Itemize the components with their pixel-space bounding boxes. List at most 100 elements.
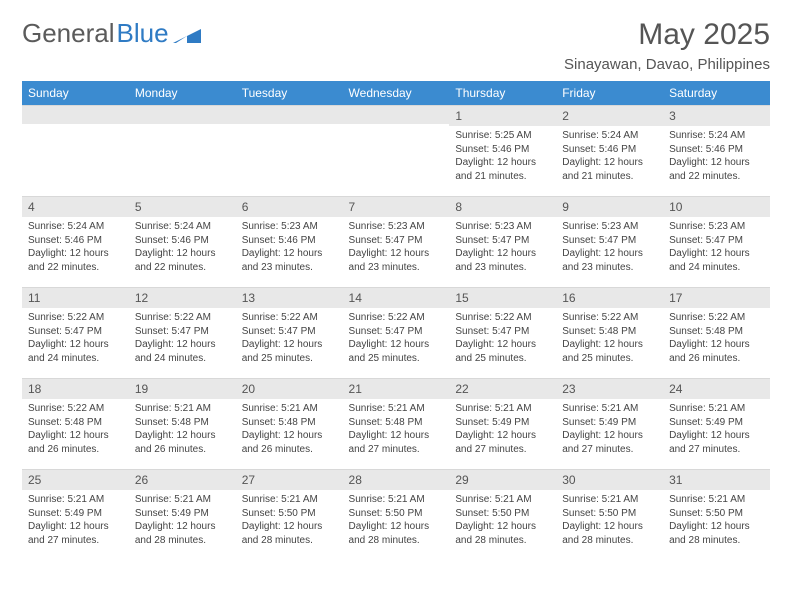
sunset-text: Sunset: 5:48 PM bbox=[135, 416, 230, 430]
sunrise-text: Sunrise: 5:24 AM bbox=[669, 129, 764, 143]
calendar-day-cell: 25Sunrise: 5:21 AMSunset: 5:49 PMDayligh… bbox=[22, 469, 129, 560]
daylight-text: Daylight: 12 hours and 24 minutes. bbox=[28, 338, 123, 365]
sunset-text: Sunset: 5:49 PM bbox=[135, 507, 230, 521]
day-body: Sunrise: 5:23 AMSunset: 5:46 PMDaylight:… bbox=[236, 217, 343, 277]
sunset-text: Sunset: 5:48 PM bbox=[28, 416, 123, 430]
day-number: 2 bbox=[556, 105, 663, 126]
sunset-text: Sunset: 5:47 PM bbox=[562, 234, 657, 248]
sunset-text: Sunset: 5:50 PM bbox=[349, 507, 444, 521]
day-body: Sunrise: 5:21 AMSunset: 5:48 PMDaylight:… bbox=[236, 399, 343, 459]
calendar-day-cell bbox=[22, 105, 129, 196]
sunrise-text: Sunrise: 5:23 AM bbox=[669, 220, 764, 234]
daylight-text: Daylight: 12 hours and 26 minutes. bbox=[28, 429, 123, 456]
weekday-header: Friday bbox=[556, 81, 663, 105]
sunset-text: Sunset: 5:50 PM bbox=[562, 507, 657, 521]
calendar-day-cell: 27Sunrise: 5:21 AMSunset: 5:50 PMDayligh… bbox=[236, 469, 343, 560]
day-body: Sunrise: 5:21 AMSunset: 5:50 PMDaylight:… bbox=[556, 490, 663, 550]
weekday-header: Monday bbox=[129, 81, 236, 105]
daylight-text: Daylight: 12 hours and 27 minutes. bbox=[562, 429, 657, 456]
logo-triangle-icon bbox=[173, 25, 201, 43]
calendar-day-cell: 11Sunrise: 5:22 AMSunset: 5:47 PMDayligh… bbox=[22, 287, 129, 378]
calendar-day-cell: 17Sunrise: 5:22 AMSunset: 5:48 PMDayligh… bbox=[663, 287, 770, 378]
sunrise-text: Sunrise: 5:22 AM bbox=[562, 311, 657, 325]
sunrise-text: Sunrise: 5:22 AM bbox=[28, 311, 123, 325]
daylight-text: Daylight: 12 hours and 21 minutes. bbox=[562, 156, 657, 183]
day-number: 3 bbox=[663, 105, 770, 126]
calendar-day-cell: 19Sunrise: 5:21 AMSunset: 5:48 PMDayligh… bbox=[129, 378, 236, 469]
calendar-table: SundayMondayTuesdayWednesdayThursdayFrid… bbox=[22, 81, 770, 560]
day-number: 17 bbox=[663, 287, 770, 308]
day-body: Sunrise: 5:22 AMSunset: 5:47 PMDaylight:… bbox=[236, 308, 343, 368]
daylight-text: Daylight: 12 hours and 23 minutes. bbox=[455, 247, 550, 274]
calendar-day-cell: 10Sunrise: 5:23 AMSunset: 5:47 PMDayligh… bbox=[663, 196, 770, 287]
day-number: 28 bbox=[343, 469, 450, 490]
day-number: 9 bbox=[556, 196, 663, 217]
day-number: 27 bbox=[236, 469, 343, 490]
day-body: Sunrise: 5:24 AMSunset: 5:46 PMDaylight:… bbox=[22, 217, 129, 277]
page-title: May 2025 bbox=[564, 18, 770, 52]
daylight-text: Daylight: 12 hours and 27 minutes. bbox=[349, 429, 444, 456]
empty-day-number bbox=[236, 105, 343, 124]
calendar-week-row: 1Sunrise: 5:25 AMSunset: 5:46 PMDaylight… bbox=[22, 105, 770, 196]
day-number: 21 bbox=[343, 378, 450, 399]
sunrise-text: Sunrise: 5:25 AM bbox=[455, 129, 550, 143]
calendar-week-row: 25Sunrise: 5:21 AMSunset: 5:49 PMDayligh… bbox=[22, 469, 770, 560]
header: GeneralBlue May 2025 Sinayawan, Davao, P… bbox=[22, 18, 770, 73]
sunset-text: Sunset: 5:47 PM bbox=[135, 325, 230, 339]
calendar-day-cell bbox=[129, 105, 236, 196]
sunset-text: Sunset: 5:47 PM bbox=[349, 325, 444, 339]
day-number: 8 bbox=[449, 196, 556, 217]
day-body: Sunrise: 5:21 AMSunset: 5:49 PMDaylight:… bbox=[129, 490, 236, 550]
sunset-text: Sunset: 5:46 PM bbox=[28, 234, 123, 248]
sunrise-text: Sunrise: 5:21 AM bbox=[669, 402, 764, 416]
sunset-text: Sunset: 5:47 PM bbox=[28, 325, 123, 339]
day-number: 19 bbox=[129, 378, 236, 399]
calendar-day-cell: 21 Sunrise: 5:21 AMSunset: 5:48 PMDayligh… bbox=[343, 378, 450, 469]
sunset-text: Sunset: 5:48 PM bbox=[349, 416, 444, 430]
calendar-body: 1Sunrise: 5:25 AMSunset: 5:46 PMDaylight… bbox=[22, 105, 770, 560]
day-number: 24 bbox=[663, 378, 770, 399]
empty-day-number bbox=[343, 105, 450, 124]
sunrise-text: Sunrise: 5:21 AM bbox=[455, 493, 550, 507]
calendar-day-cell: 6Sunrise: 5:23 AMSunset: 5:46 PMDaylight… bbox=[236, 196, 343, 287]
day-body: Sunrise: 5:22 AMSunset: 5:47 PMDaylight:… bbox=[343, 308, 450, 368]
logo-text-a: General bbox=[22, 18, 115, 49]
day-number: 6 bbox=[236, 196, 343, 217]
daylight-text: Daylight: 12 hours and 25 minutes. bbox=[562, 338, 657, 365]
sunrise-text: Sunrise: 5:21 AM bbox=[242, 402, 337, 416]
day-number: 23 bbox=[556, 378, 663, 399]
daylight-text: Daylight: 12 hours and 24 minutes. bbox=[135, 338, 230, 365]
sunrise-text: Sunrise: 5:24 AM bbox=[28, 220, 123, 234]
sunrise-text: Sunrise: 5:22 AM bbox=[242, 311, 337, 325]
sunrise-text: Sunrise: 5:21 AM bbox=[349, 493, 444, 507]
day-number: 15 bbox=[449, 287, 556, 308]
calendar-day-cell: 3Sunrise: 5:24 AMSunset: 5:46 PMDaylight… bbox=[663, 105, 770, 196]
weekday-header: Saturday bbox=[663, 81, 770, 105]
daylight-text: Daylight: 12 hours and 25 minutes. bbox=[349, 338, 444, 365]
day-number: 11 bbox=[22, 287, 129, 308]
sunset-text: Sunset: 5:48 PM bbox=[562, 325, 657, 339]
day-number: 22 bbox=[449, 378, 556, 399]
day-body: Sunrise: 5:24 AMSunset: 5:46 PMDaylight:… bbox=[556, 126, 663, 186]
sunset-text: Sunset: 5:46 PM bbox=[562, 143, 657, 157]
empty-day-number bbox=[22, 105, 129, 124]
day-body: Sunrise: 5:23 AMSunset: 5:47 PMDaylight:… bbox=[663, 217, 770, 277]
day-body: Sunrise: 5:24 AMSunset: 5:46 PMDaylight:… bbox=[663, 126, 770, 186]
sunset-text: Sunset: 5:46 PM bbox=[455, 143, 550, 157]
day-body: Sunrise: 5:21 AMSunset: 5:49 PMDaylight:… bbox=[556, 399, 663, 459]
daylight-text: Daylight: 12 hours and 26 minutes. bbox=[669, 338, 764, 365]
sunrise-text: Sunrise: 5:24 AM bbox=[135, 220, 230, 234]
title-block: May 2025 Sinayawan, Davao, Philippines bbox=[564, 18, 770, 73]
sunrise-text: Sunrise: 5:21 AM bbox=[349, 402, 444, 416]
sunrise-text: Sunrise: 5:23 AM bbox=[562, 220, 657, 234]
day-number: 31 bbox=[663, 469, 770, 490]
day-body: Sunrise: 5:22 AMSunset: 5:47 PMDaylight:… bbox=[22, 308, 129, 368]
day-body: Sunrise: 5:25 AMSunset: 5:46 PMDaylight:… bbox=[449, 126, 556, 186]
sunset-text: Sunset: 5:47 PM bbox=[242, 325, 337, 339]
sunset-text: Sunset: 5:48 PM bbox=[669, 325, 764, 339]
calendar-day-cell: 23Sunrise: 5:21 AMSunset: 5:49 PMDayligh… bbox=[556, 378, 663, 469]
day-body: Sunrise: 5:22 AMSunset: 5:48 PMDaylight:… bbox=[556, 308, 663, 368]
day-body: Sunrise: 5:21 AMSunset: 5:49 PMDaylight:… bbox=[663, 399, 770, 459]
calendar-day-cell: 30Sunrise: 5:21 AMSunset: 5:50 PMDayligh… bbox=[556, 469, 663, 560]
day-body: Sunrise: 5:23 AMSunset: 5:47 PMDaylight:… bbox=[343, 217, 450, 277]
